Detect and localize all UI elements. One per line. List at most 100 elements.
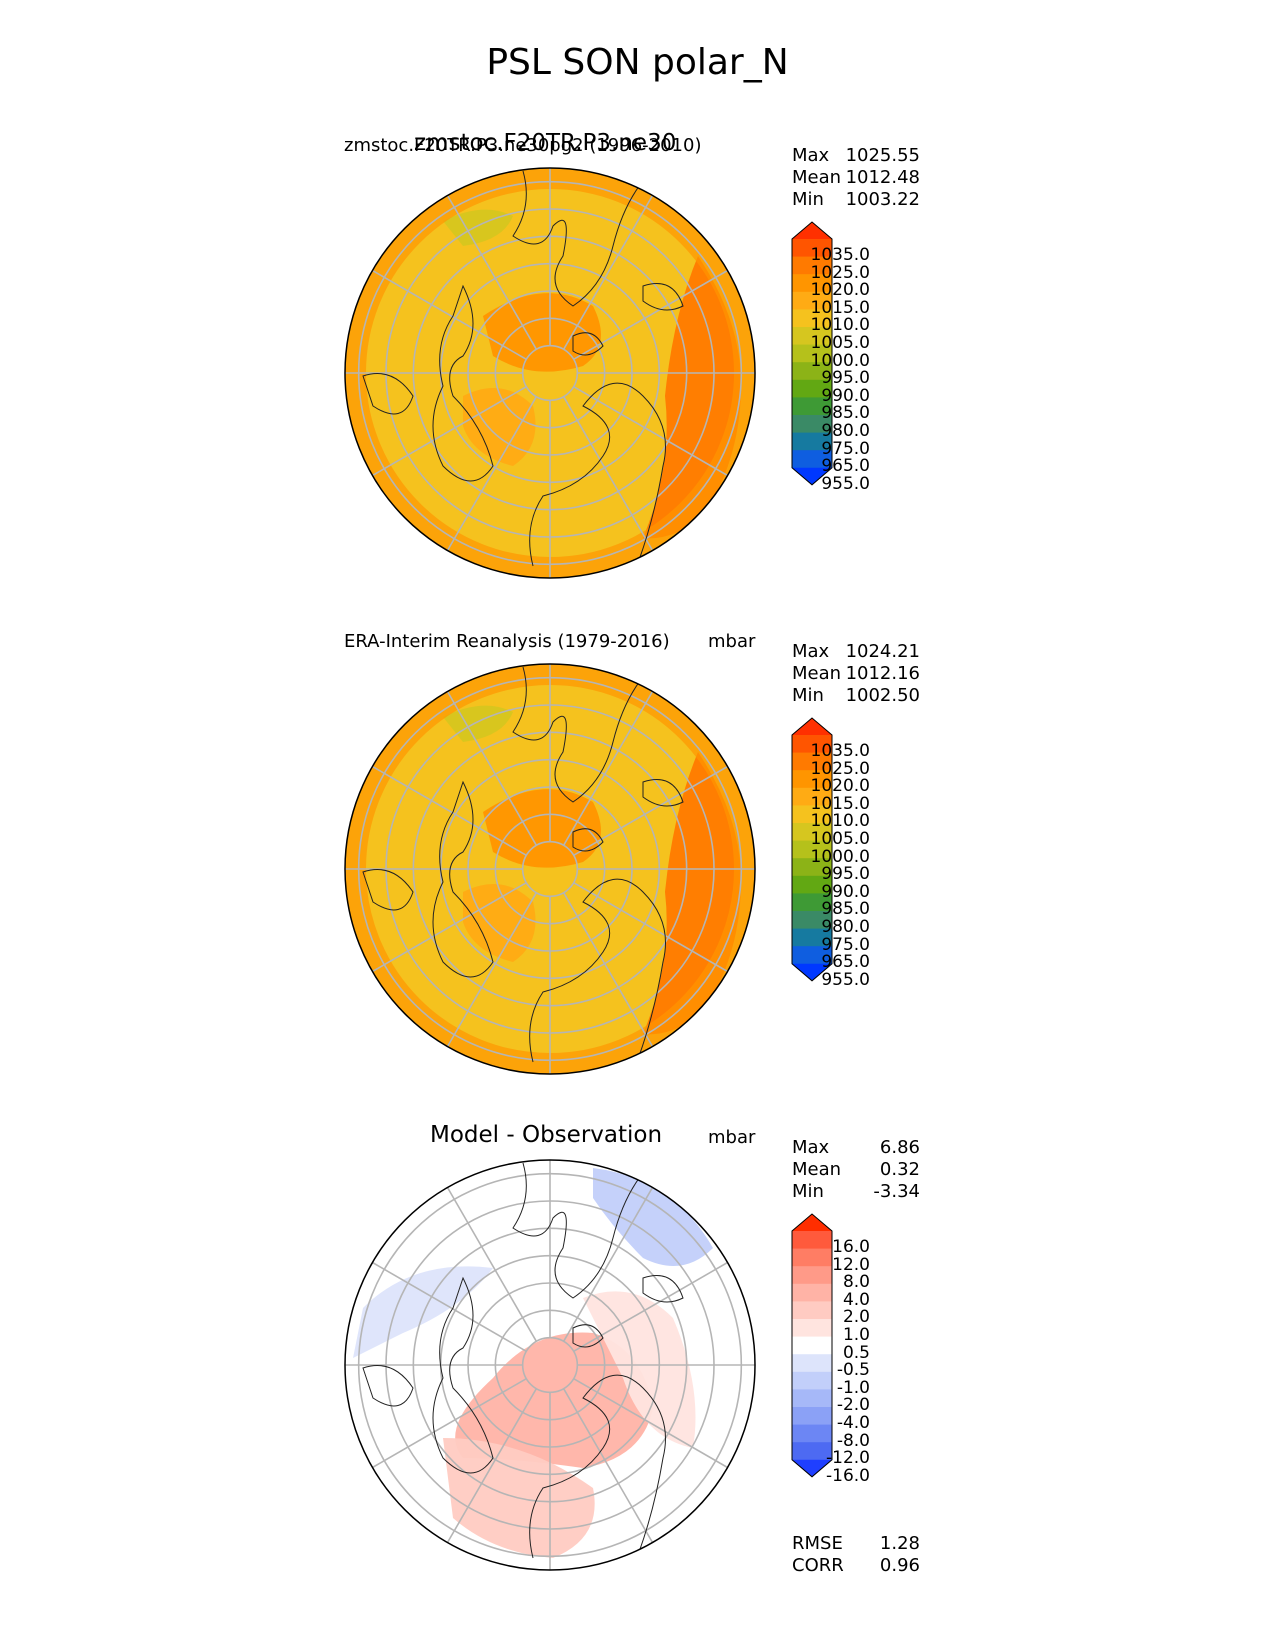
panel2-stats: Max 1024.21 Mean 1012.16 Min 1002.50 xyxy=(792,641,920,707)
colorbar-tick-label: 12.0 xyxy=(832,1254,870,1275)
colorbar-segment-2 xyxy=(792,1248,832,1267)
meridian-line xyxy=(372,765,527,857)
colorbar-outline xyxy=(791,221,833,486)
colorbar-tick-label: 975.0 xyxy=(821,934,870,955)
colorbar-segment-6 xyxy=(792,823,832,842)
panel2-colorbar xyxy=(791,717,833,982)
colorbar-tick-label: -16.0 xyxy=(826,1465,870,1486)
panel2-mean-value: 1012.16 xyxy=(845,663,920,684)
colorbar-tick-label: 1015.0 xyxy=(810,297,870,318)
corr-label: CORR xyxy=(792,1555,844,1576)
panel3-units: mbar xyxy=(708,1127,756,1148)
panel2-title-left: ERA-Interim Reanalysis (1979-2016) xyxy=(344,631,670,652)
meridian-line xyxy=(372,1261,527,1353)
colorbar-segment-13 xyxy=(792,450,832,469)
colorbar-segment-3 xyxy=(792,1266,832,1285)
colorbar-segment-12 xyxy=(792,432,832,451)
colorbar-segment-8 xyxy=(792,1354,832,1373)
panel1-title-left: zmstoc.F20TR.P3.ne30pg2 (1996-2010) xyxy=(344,135,702,156)
meridian-line xyxy=(573,1377,728,1469)
rmse-label: RMSE xyxy=(792,1533,843,1554)
coastline xyxy=(572,332,604,356)
panel1-stats: Max 1025.55 Mean 1012.48 Min 1003.22 xyxy=(792,145,920,211)
colorbar-tick-label: 1010.0 xyxy=(810,811,870,832)
colorbar-tick-label: 16.0 xyxy=(832,1237,870,1257)
colorbar-segment-14 xyxy=(792,963,832,981)
meridian-line xyxy=(573,765,728,857)
colorbar-tick-label: 4.0 xyxy=(842,1289,870,1310)
colorbar-segment-3 xyxy=(792,274,832,293)
colorbar-tick-label: 0.5 xyxy=(842,1342,870,1363)
colorbar-segment-0 xyxy=(792,1214,832,1231)
colorbar-segment-4 xyxy=(792,1283,832,1302)
panel3-metrics: RMSE 1.28 CORR 0.96 xyxy=(792,1533,920,1577)
colorbar-segment-7 xyxy=(792,840,832,859)
colorbar-tick-label: 990.0 xyxy=(821,385,870,406)
colorbar-tick-label: 1025.0 xyxy=(810,262,870,283)
coastline xyxy=(642,1275,684,1303)
coastline xyxy=(512,170,644,307)
colorbar-segment-0 xyxy=(792,222,832,239)
panel2-polar-map xyxy=(344,663,756,1075)
coastline xyxy=(642,779,684,807)
colorbar-segment-2 xyxy=(792,256,832,275)
colorbar-segment-7 xyxy=(792,344,832,363)
meridian-line xyxy=(573,385,728,477)
colorbar-segment-11 xyxy=(792,1407,832,1426)
colorbar-segment-14 xyxy=(792,1459,832,1477)
meridian-line xyxy=(372,385,527,477)
coastline xyxy=(432,780,494,978)
coastline xyxy=(512,666,644,803)
colorbar-tick-label: -8.0 xyxy=(836,1430,870,1451)
colorbar-segment-1 xyxy=(792,1231,832,1250)
colorbar-segment-13 xyxy=(792,1442,832,1461)
panel3-title-center: Model - Observation xyxy=(430,1122,663,1148)
panel1-title-center: zmstoc.F20TR.P3.ne30 xyxy=(414,130,677,156)
coastline xyxy=(642,283,684,311)
meridian-line xyxy=(372,881,527,973)
panel3-min-value: -3.34 xyxy=(873,1181,920,1202)
rmse-value: 1.28 xyxy=(879,1533,920,1554)
panel1-min-label: Min xyxy=(792,189,824,210)
colorbar-segment-1 xyxy=(792,239,832,258)
colorbar-tick-label: 995.0 xyxy=(821,864,870,885)
map-border xyxy=(344,167,756,579)
coastline xyxy=(572,828,604,852)
panel3-min-label: Min xyxy=(792,1181,824,1202)
panel3-max-value: 6.86 xyxy=(879,1137,920,1158)
coastline xyxy=(512,1162,644,1299)
panel1-mean-value: 1012.48 xyxy=(845,167,920,188)
panel3-stats: Max 6.86 Mean 0.32 Min -3.34 xyxy=(792,1137,920,1203)
panel1-max-value: 1025.55 xyxy=(845,145,920,166)
panel3-colorbar xyxy=(791,1213,833,1478)
meridian-line xyxy=(573,1261,728,1353)
colorbar-tick-label: 1.0 xyxy=(842,1325,870,1345)
panel1-min-value: 1003.22 xyxy=(845,189,920,210)
latitude-line xyxy=(521,840,579,898)
colorbar-tick-label: 955.0 xyxy=(821,473,870,494)
meridian-line xyxy=(446,1388,538,1543)
panel2-max-label: Max xyxy=(792,641,830,662)
colorbar-segment-6 xyxy=(792,327,832,346)
colorbar-segment-11 xyxy=(792,415,832,434)
colorbar-tick-label: 1035.0 xyxy=(810,741,870,761)
colorbar-tick-label: 985.0 xyxy=(821,403,870,424)
colorbar-tick-label: -2.0 xyxy=(836,1395,870,1416)
panel1-polar-map xyxy=(344,167,756,579)
colorbar-tick-label: 8.0 xyxy=(842,1272,870,1293)
colorbar-segment-5 xyxy=(792,805,832,824)
colorbar-tick-label: -4.0 xyxy=(836,1413,870,1433)
panel3-polar-map xyxy=(344,1159,756,1571)
panel2-mean-label: Mean xyxy=(792,663,842,684)
colorbar-tick-label: 1005.0 xyxy=(810,829,870,849)
panel2-min-label: Min xyxy=(792,685,824,706)
colorbar-tick-label: 965.0 xyxy=(821,952,870,973)
colorbar-segment-1 xyxy=(792,735,832,754)
colorbar-tick-label: 980.0 xyxy=(821,421,870,441)
colorbar-segment-9 xyxy=(792,875,832,894)
meridian-line xyxy=(573,269,728,361)
meridian-line xyxy=(562,892,654,1047)
colorbar-tick-label: -1.0 xyxy=(836,1377,870,1398)
map-region-2 xyxy=(463,388,536,466)
colorbar-tick-label: 980.0 xyxy=(821,917,870,937)
